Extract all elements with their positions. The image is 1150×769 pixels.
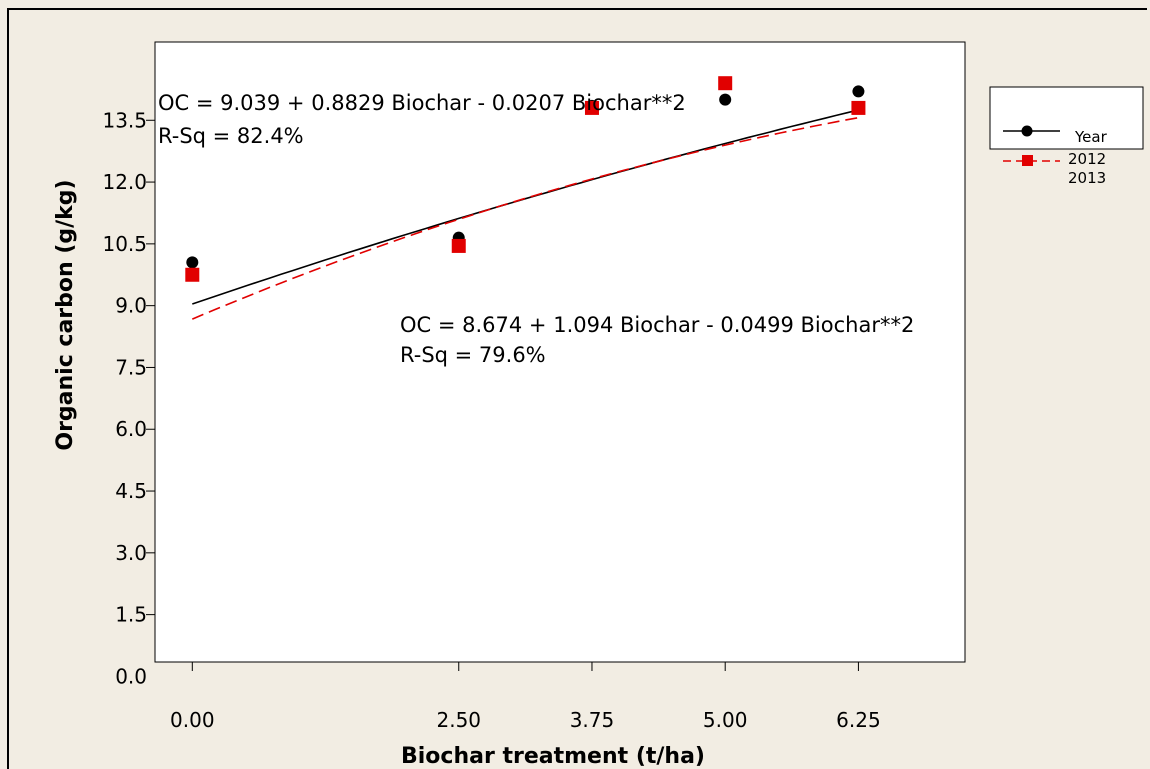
point-2012 <box>719 93 732 106</box>
point-2012 <box>852 85 865 98</box>
legend: Year 2012 2013 <box>989 86 1144 187</box>
y-tick-label: 12.0 <box>102 170 147 194</box>
legend-box <box>989 86 1144 150</box>
point-2013 <box>185 267 200 282</box>
x-axis-ticks: 0.00 2.50 3.75 5.00 6.25 <box>170 662 881 732</box>
point-2013 <box>851 100 866 115</box>
equation-2013: OC = 8.674 + 1.094 Biochar - 0.0499 Bioc… <box>400 313 914 337</box>
y-tick-label: 10.5 <box>102 232 147 256</box>
plot-area <box>154 41 966 663</box>
y-tick-label: 13.5 <box>102 108 147 132</box>
x-axis-title: Biochar treatment (t/ha) <box>401 744 705 769</box>
point-2013 <box>584 100 599 115</box>
y-axis-ticks: 0.0 1.5 3.0 4.5 6.0 7.5 9.0 10.5 12.0 13.5 <box>102 108 155 688</box>
rsq-2012: R-Sq = 82.4% <box>158 124 304 148</box>
x-tick-label: 3.75 <box>570 708 615 732</box>
point-2012 <box>186 256 199 269</box>
y-tick-label: 6.0 <box>115 417 147 441</box>
y-tick-label: 3.0 <box>115 541 147 565</box>
x-tick-label: 6.25 <box>836 708 881 732</box>
data-points <box>185 76 866 282</box>
point-2013 <box>718 76 733 91</box>
x-tick-label: 2.50 <box>436 708 481 732</box>
legend-entry-2013: 2013 <box>1068 169 1106 187</box>
fit-line-2013 <box>191 116 859 320</box>
chart-frame <box>7 8 1147 769</box>
y-tick-label: 9.0 <box>115 294 147 318</box>
equation-2012: OC = 9.039 + 0.8829 Biochar - 0.0207 Bio… <box>158 91 686 115</box>
rsq-2013: R-Sq = 79.6% <box>400 343 546 367</box>
legend-entry-2012: 2012 <box>1068 150 1106 168</box>
y-tick-label: 1.5 <box>115 603 147 627</box>
y-axis-title: Organic carbon (g/kg) <box>53 179 78 450</box>
y-tick-label: 4.5 <box>115 479 147 503</box>
legend-marker-2012 <box>1021 125 1033 137</box>
fit-lines <box>191 109 859 320</box>
point-2013 <box>451 238 466 253</box>
y-tick-label: 7.5 <box>115 355 147 379</box>
legend-title: Year <box>1074 128 1108 146</box>
y-tick-label: 0.0 <box>115 664 147 688</box>
legend-marker-2013 <box>1022 155 1033 166</box>
fit-line-2012 <box>192 109 859 305</box>
x-tick-label: 0.00 <box>170 708 215 732</box>
x-tick-label: 5.00 <box>703 708 748 732</box>
